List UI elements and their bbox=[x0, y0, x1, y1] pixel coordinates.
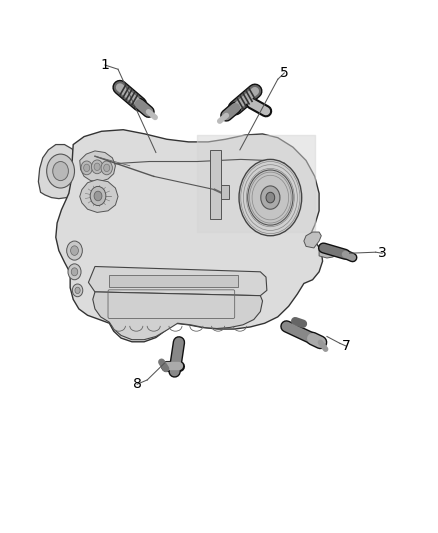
Circle shape bbox=[101, 161, 113, 175]
Polygon shape bbox=[56, 130, 322, 342]
Polygon shape bbox=[80, 180, 118, 213]
Circle shape bbox=[248, 170, 293, 225]
Circle shape bbox=[67, 241, 82, 260]
Circle shape bbox=[94, 191, 102, 201]
Circle shape bbox=[92, 160, 103, 174]
Text: 8: 8 bbox=[133, 377, 141, 391]
Circle shape bbox=[71, 268, 78, 276]
Circle shape bbox=[81, 161, 92, 175]
Circle shape bbox=[71, 246, 78, 255]
Polygon shape bbox=[39, 144, 81, 199]
Bar bbox=[210, 150, 221, 219]
Bar bbox=[221, 185, 229, 199]
Polygon shape bbox=[319, 245, 336, 258]
Polygon shape bbox=[80, 151, 116, 182]
Circle shape bbox=[53, 161, 68, 181]
Circle shape bbox=[104, 164, 110, 172]
Circle shape bbox=[261, 186, 280, 209]
Text: 3: 3 bbox=[378, 246, 387, 260]
Polygon shape bbox=[93, 292, 262, 340]
Circle shape bbox=[72, 284, 83, 297]
Polygon shape bbox=[88, 266, 267, 296]
Circle shape bbox=[68, 264, 81, 280]
Bar bbox=[110, 275, 238, 287]
Text: 7: 7 bbox=[342, 339, 350, 353]
Polygon shape bbox=[304, 232, 321, 248]
Circle shape bbox=[90, 187, 106, 206]
Circle shape bbox=[94, 163, 100, 171]
Circle shape bbox=[266, 192, 275, 203]
Text: 1: 1 bbox=[101, 58, 110, 72]
Circle shape bbox=[47, 154, 74, 188]
Circle shape bbox=[239, 159, 302, 236]
Circle shape bbox=[84, 164, 90, 172]
Circle shape bbox=[75, 287, 80, 294]
Text: 5: 5 bbox=[280, 66, 289, 80]
